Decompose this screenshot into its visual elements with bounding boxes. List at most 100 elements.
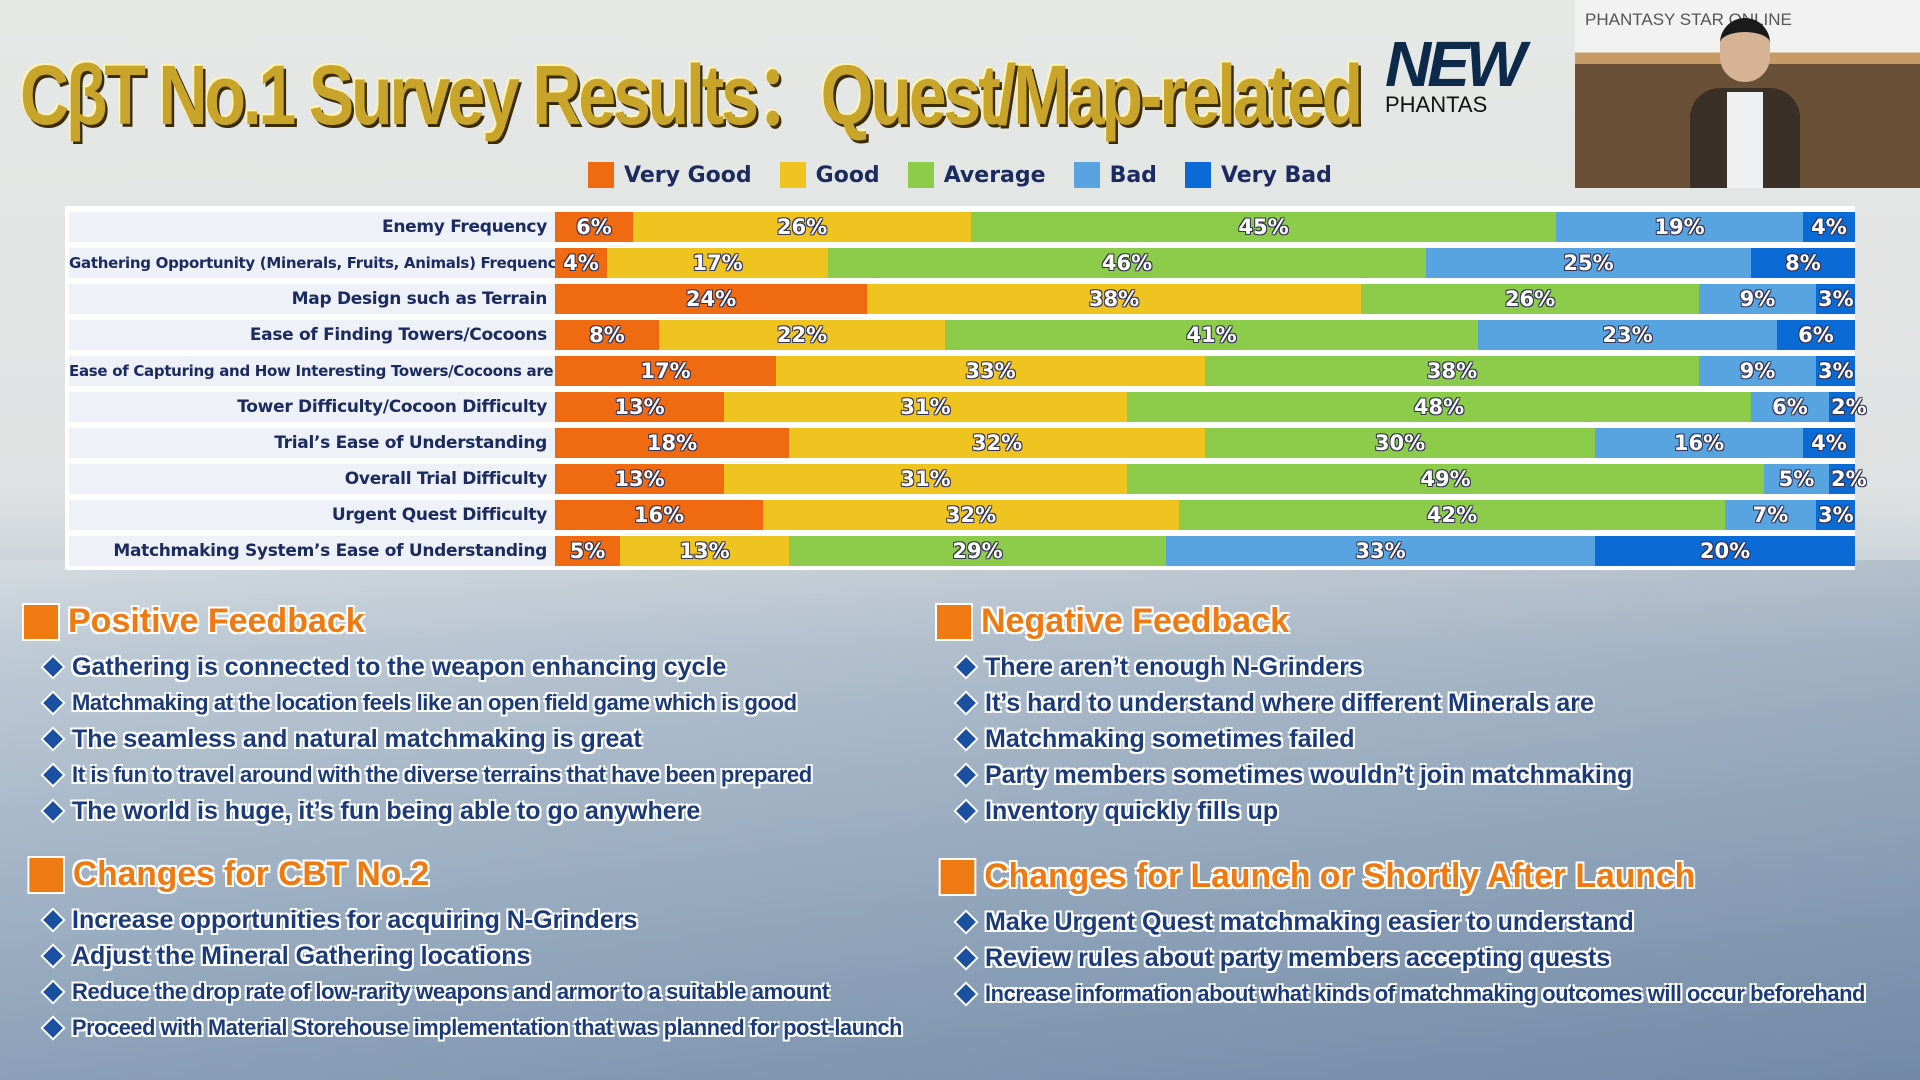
category-label: Ease of Capturing and How Interesting To… bbox=[69, 356, 555, 386]
negative-feedback-section: Negative Feedback There aren’t enough N-G… bbox=[935, 602, 1632, 829]
chart-row: Urgent Quest Difficulty 16% 32% 42% 7% 3% bbox=[65, 497, 1855, 533]
category-label: Ease of Finding Towers/Cocoons bbox=[69, 320, 555, 350]
bar-segment-bad: 33% bbox=[1166, 536, 1595, 566]
legend-label: Bad bbox=[1109, 162, 1157, 188]
chart-row: Map Design such as Terrain 24% 38% 26% 9% 3% bbox=[65, 281, 1855, 317]
category-label: Gathering Opportunity (Minerals, Fruits,… bbox=[69, 248, 555, 278]
page-title-box: CβT No.1 Survey Results：Quest/Map-relate… bbox=[20, 28, 1363, 142]
diamond-bullet-icon bbox=[953, 945, 979, 971]
list-item-text: Reduce the drop rate of low-rarity weapo… bbox=[72, 979, 829, 1004]
bar-segment-very-good: 18% bbox=[555, 428, 789, 458]
section-title-text: Positive Feedback bbox=[68, 602, 365, 640]
bar-segment-very-bad: 8% bbox=[1751, 248, 1855, 278]
list-item: Gathering is connected to the weapon enh… bbox=[40, 649, 812, 685]
chart-row: Enemy Frequency 6% 26% 45% 19% 4% bbox=[65, 209, 1855, 245]
list-item-text: Matchmaking sometimes failed bbox=[985, 725, 1355, 753]
logo-subtext: PHANTAS bbox=[1385, 92, 1488, 117]
legend-swatch bbox=[1184, 162, 1211, 188]
legend-label: Good bbox=[815, 162, 880, 188]
feedback-list: Make Urgent Quest matchmaking easier to … bbox=[953, 904, 1872, 1012]
diamond-bullet-icon bbox=[40, 1015, 66, 1041]
bar-segment-good: 13% bbox=[620, 536, 789, 566]
list-item-text: Make Urgent Quest matchmaking easier to … bbox=[985, 908, 1634, 936]
diamond-bullet-icon bbox=[953, 909, 979, 935]
bar-segment-very-good: 24% bbox=[555, 284, 867, 314]
diamond-bullet-icon bbox=[40, 654, 66, 680]
list-item-text: It’s hard to understand where different … bbox=[985, 689, 1594, 717]
bar-segment-average: 38% bbox=[1205, 356, 1699, 386]
bar-segment-average: 30% bbox=[1205, 428, 1595, 458]
bar-segment-average: 26% bbox=[1361, 284, 1699, 314]
section-title: Changes for CBT No.2 bbox=[27, 855, 907, 894]
list-item: Matchmaking at the location feels like a… bbox=[40, 685, 812, 721]
legend-label: Average bbox=[943, 162, 1046, 188]
section-title-text: Changes for CBT No.2 bbox=[72, 855, 430, 893]
bar-segment-average: 41% bbox=[945, 320, 1478, 350]
list-item: It is fun to travel around with the dive… bbox=[40, 757, 812, 793]
section-title: Positive Feedback bbox=[22, 602, 812, 641]
bar-segment-average: 49% bbox=[1127, 464, 1764, 494]
bar-segment-good: 38% bbox=[867, 284, 1361, 314]
legend-swatch bbox=[907, 162, 934, 188]
diamond-bullet-icon bbox=[40, 979, 66, 1005]
bar-segment-very-good: 13% bbox=[555, 464, 724, 494]
list-item: The world is huge, it’s fun being able t… bbox=[40, 793, 812, 829]
legend-item: Very Good bbox=[588, 162, 752, 188]
chart-row: Trial’s Ease of Understanding 18% 32% 30% 16… bbox=[65, 425, 1855, 461]
presenter-video: PHANTASY STAR ONLINE bbox=[1575, 0, 1920, 188]
bar-segment-very-bad: 6% bbox=[1777, 320, 1855, 350]
legend-swatch bbox=[779, 162, 806, 188]
chart-row: Matchmaking System’s Ease of Understandi… bbox=[65, 533, 1855, 569]
chart-row: Tower Difficulty/Cocoon Difficulty 13% 31%… bbox=[65, 389, 1867, 425]
list-item-text: Increase information about what kinds of… bbox=[985, 981, 1865, 1006]
stacked-bar: 18% 32% 30% 16% 4% bbox=[555, 428, 1855, 458]
list-item: Adjust the Mineral Gathering locations bbox=[40, 938, 913, 974]
list-item: Matchmaking sometimes failed bbox=[953, 721, 1632, 757]
list-item-text: The world is huge, it’s fun being able t… bbox=[72, 797, 701, 825]
legend-item: Very Bad bbox=[1184, 162, 1332, 188]
section-title: Changes for Launch or Shortly After Laun… bbox=[938, 857, 1869, 896]
bar-segment-very-bad: 2% bbox=[1829, 392, 1867, 422]
list-item-text: Gathering is connected to the weapon enh… bbox=[72, 653, 727, 681]
diamond-bullet-icon bbox=[953, 726, 979, 752]
legend-label: Very Good bbox=[624, 162, 752, 188]
diamond-bullet-icon bbox=[953, 654, 979, 680]
stacked-bar: 24% 38% 26% 9% 3% bbox=[555, 284, 1855, 314]
diamond-bullet-icon bbox=[40, 762, 66, 788]
category-label: Matchmaking System’s Ease of Understandi… bbox=[69, 536, 555, 566]
list-item-text: The seamless and natural matchmaking is … bbox=[72, 725, 642, 753]
section-title-text: Changes for Launch or Shortly After Laun… bbox=[984, 857, 1696, 895]
category-label: Trial’s Ease of Understanding bbox=[69, 428, 555, 458]
bar-segment-good: 33% bbox=[776, 356, 1205, 386]
bar-segment-very-good: 16% bbox=[555, 500, 763, 530]
bar-segment-good: 32% bbox=[763, 500, 1179, 530]
stacked-bar: 4% 17% 46% 25% 8% bbox=[555, 248, 1855, 278]
bar-segment-bad: 6% bbox=[1751, 392, 1829, 422]
changes-cbt2-section: Changes for CBT No.2 Increase opportuniti… bbox=[22, 855, 913, 1046]
bar-segment-very-bad: 4% bbox=[1803, 212, 1855, 242]
list-item: The seamless and natural matchmaking is … bbox=[40, 721, 812, 757]
bar-segment-average: 46% bbox=[828, 248, 1426, 278]
bar-segment-bad: 23% bbox=[1478, 320, 1777, 350]
diamond-bullet-icon bbox=[40, 798, 66, 824]
section-title: Negative Feedback bbox=[935, 602, 1632, 641]
bar-segment-average: 42% bbox=[1179, 500, 1725, 530]
logo-text: NEW bbox=[1385, 32, 1526, 100]
square-bullet-icon bbox=[22, 602, 60, 641]
bar-segment-bad: 7% bbox=[1725, 500, 1816, 530]
list-item-text: Increase opportunities for acquiring N-G… bbox=[72, 906, 638, 934]
legend-label: Very Bad bbox=[1220, 162, 1332, 188]
category-label: Enemy Frequency bbox=[69, 212, 555, 242]
bar-segment-bad: 16% bbox=[1595, 428, 1803, 458]
list-item: There aren’t enough N-Grinders bbox=[953, 649, 1632, 685]
chart-row: Ease of Capturing and How Interesting To… bbox=[65, 353, 1855, 389]
changes-launch-section: Changes for Launch or Shortly After Laun… bbox=[935, 857, 1872, 1012]
positive-feedback-section: Positive Feedback Gathering is connected … bbox=[22, 602, 812, 829]
bar-segment-good: 31% bbox=[724, 392, 1127, 422]
chart-row: Gathering Opportunity (Minerals, Fruits,… bbox=[65, 245, 1855, 281]
category-label: Map Design such as Terrain bbox=[69, 284, 555, 314]
section-title-text: Negative Feedback bbox=[981, 602, 1290, 640]
bar-segment-very-good: 17% bbox=[555, 356, 776, 386]
list-item-text: Proceed with Material Storehouse impleme… bbox=[72, 1015, 902, 1040]
stacked-bar: 13% 31% 49% 5% 2% bbox=[555, 464, 1867, 494]
